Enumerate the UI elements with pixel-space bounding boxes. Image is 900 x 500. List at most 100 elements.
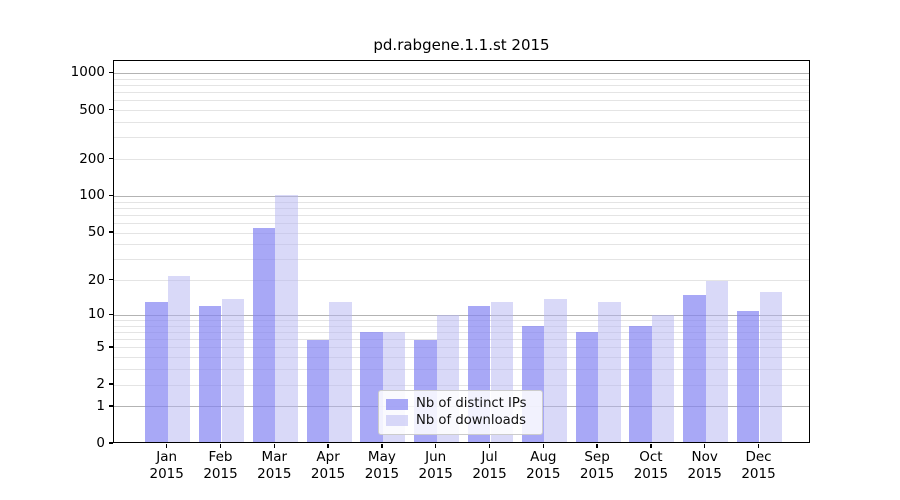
- x-tick-label: Jul 2015: [472, 449, 507, 482]
- x-tick-label: Oct 2015: [633, 449, 669, 482]
- bar-downloads: [705, 280, 729, 442]
- x-tick-label: Nov 2015: [687, 449, 722, 482]
- x-tick: [166, 444, 168, 448]
- x-tick-label: Dec 2015: [741, 449, 776, 482]
- y-gridline-minor: [114, 347, 809, 349]
- bar-downloads: [598, 302, 621, 442]
- y-gridline-minor: [114, 223, 809, 225]
- y-tick-label: 5: [96, 338, 105, 355]
- y-gridline-minor: [114, 137, 809, 139]
- x-tick-label: May 2015: [364, 449, 400, 482]
- bar-distinct-ips: [360, 332, 383, 442]
- bar-downloads: [651, 315, 675, 442]
- bar-distinct-ips: [252, 228, 276, 442]
- y-gridline-minor: [114, 384, 809, 386]
- y-gridline-minor: [114, 100, 809, 102]
- x-tick: [219, 444, 222, 448]
- y-gridline-minor: [114, 244, 809, 246]
- x-tick-label: Jun 2015: [418, 449, 453, 482]
- x-tick: [542, 444, 544, 448]
- y-tick: [109, 279, 113, 281]
- y-gridline-minor: [114, 280, 809, 282]
- distinct-ips-swatch-icon: [386, 398, 408, 410]
- y-gridline-minor: [114, 331, 809, 333]
- y-gridline-minor: [114, 232, 809, 234]
- legend: Nb of distinct IPs Nb of downloads: [378, 390, 543, 435]
- x-tick-label: Sep 2015: [579, 449, 615, 482]
- y-tick: [109, 108, 113, 111]
- x-tick-label: Feb 2015: [203, 449, 238, 482]
- x-tick: [596, 444, 598, 448]
- bar-distinct-ips: [306, 339, 330, 442]
- y-tick: [109, 231, 113, 233]
- y-tick-label: 50: [87, 224, 105, 241]
- bar-distinct-ips: [736, 310, 760, 442]
- x-tick: [757, 444, 760, 448]
- y-gridline-minor: [114, 339, 809, 341]
- y-gridline-minor: [114, 369, 809, 371]
- y-tick: [109, 194, 113, 197]
- y-gridline-minor: [114, 357, 809, 359]
- y-gridline-minor: [114, 201, 809, 203]
- x-tick: [704, 444, 706, 448]
- y-tick-label: 500: [79, 101, 105, 118]
- y-tick: [109, 405, 113, 407]
- y-gridline-minor: [114, 110, 809, 112]
- bar-distinct-ips: [683, 295, 706, 442]
- y-gridline-minor: [114, 159, 809, 161]
- legend-item-downloads: Nb of downloads: [386, 413, 534, 429]
- y-tick: [109, 71, 113, 74]
- y-gridline-minor: [114, 122, 809, 124]
- y-tick-label: 10: [87, 306, 105, 323]
- x-tick-label: Mar 2015: [257, 449, 292, 482]
- y-gridline-minor: [114, 84, 809, 86]
- x-tick: [381, 444, 383, 448]
- x-tick: [327, 444, 329, 448]
- x-tick-label: Jan 2015: [149, 449, 184, 482]
- y-tick-label: 0: [96, 435, 105, 451]
- bar-distinct-ips: [145, 302, 168, 442]
- y-tick: [109, 442, 113, 444]
- y-tick: [109, 346, 113, 348]
- legend-label: Nb of downloads: [416, 412, 526, 428]
- y-tick-label: 1: [96, 397, 105, 414]
- y-gridline-minor: [114, 207, 809, 209]
- y-gridline-minor: [114, 259, 809, 261]
- downloads-swatch-icon: [386, 415, 408, 427]
- bar-distinct-ips: [575, 332, 599, 442]
- bar-downloads: [167, 275, 191, 442]
- y-gridline-major: [114, 195, 809, 197]
- y-gridline-major: [114, 314, 809, 316]
- x-tick: [488, 444, 491, 448]
- y-tick-label: 100: [79, 187, 105, 204]
- x-tick: [435, 444, 437, 448]
- y-tick: [109, 157, 113, 160]
- chart-title: pd.rabgene.1.1.st 2015: [373, 36, 550, 54]
- bar-downloads: [221, 298, 245, 442]
- bar-downloads: [275, 195, 298, 442]
- y-tick: [109, 313, 113, 316]
- y-tick: [109, 383, 113, 385]
- y-tick-label: 200: [79, 150, 105, 167]
- x-tick-label: Aug 2015: [526, 449, 561, 482]
- bar-downloads: [759, 292, 783, 442]
- y-gridline-minor: [114, 214, 809, 216]
- x-tick-label: Apr 2015: [310, 449, 346, 482]
- y-gridline-minor: [114, 78, 809, 80]
- y-gridline-minor: [114, 92, 809, 94]
- x-tick: [273, 444, 275, 448]
- legend-item-distinct-ips: Nb of distinct IPs: [386, 396, 534, 412]
- plot-area: [113, 60, 810, 443]
- y-tick-label: 2: [96, 376, 105, 393]
- y-gridline-major: [114, 72, 809, 74]
- bar-downloads: [544, 298, 567, 442]
- y-gridline-minor: [114, 320, 809, 321]
- y-tick-label: 1000: [70, 64, 105, 81]
- legend-label: Nb of distinct IPs: [416, 396, 527, 412]
- bar-distinct-ips: [629, 326, 652, 442]
- x-tick: [650, 444, 652, 448]
- plot-inner: [114, 61, 809, 442]
- y-gridline-minor: [114, 325, 809, 327]
- bar-downloads: [329, 302, 352, 442]
